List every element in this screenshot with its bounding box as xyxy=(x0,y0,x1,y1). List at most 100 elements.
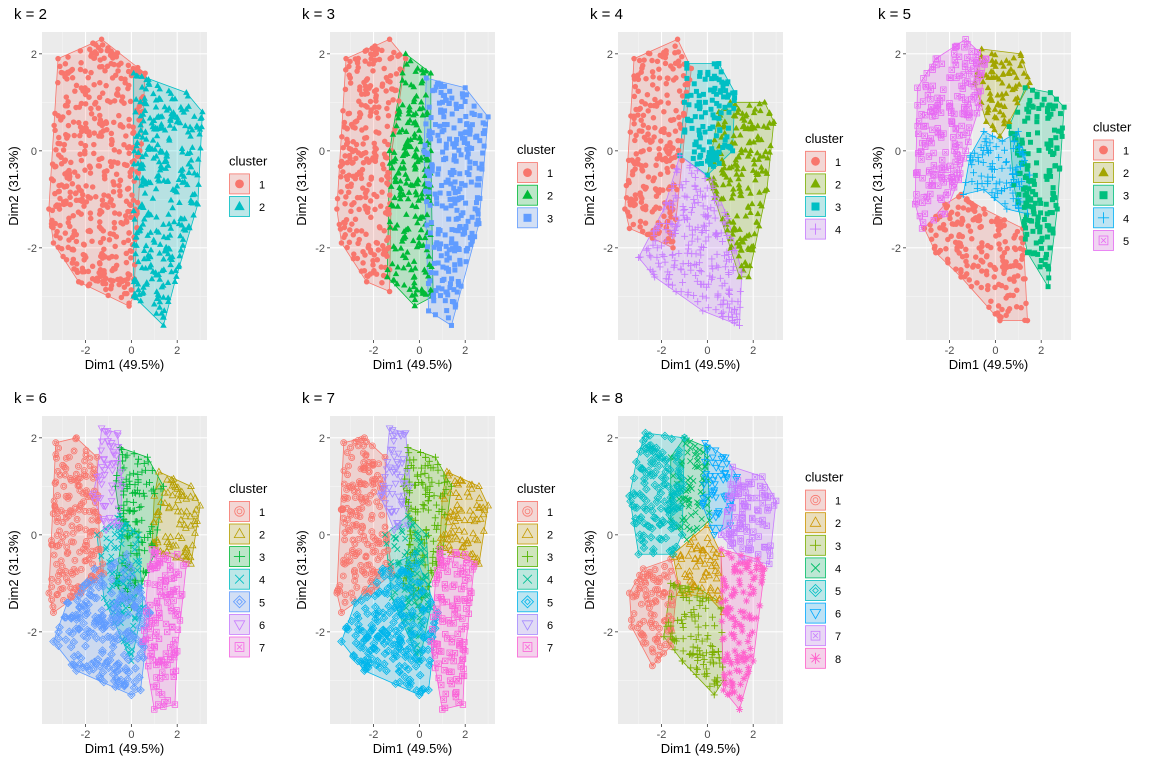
data-point xyxy=(353,550,360,558)
data-point xyxy=(663,48,669,54)
data-point xyxy=(425,170,431,176)
data-point xyxy=(108,130,115,137)
data-point xyxy=(417,213,425,220)
data-point xyxy=(139,220,147,227)
data-point xyxy=(169,623,176,630)
data-point xyxy=(103,600,110,607)
data-point xyxy=(716,103,722,109)
data-point xyxy=(1023,173,1029,179)
data-point xyxy=(994,91,1001,98)
data-point xyxy=(948,66,955,74)
data-point xyxy=(426,308,432,314)
data-point xyxy=(728,139,736,146)
x-tick-label: 0 xyxy=(704,345,710,357)
data-point xyxy=(364,209,371,215)
data-point xyxy=(914,84,921,91)
data-point xyxy=(459,181,465,187)
data-point xyxy=(428,115,434,121)
data-point xyxy=(760,123,768,129)
data-point xyxy=(122,549,132,559)
data-point xyxy=(435,479,443,487)
data-point xyxy=(369,157,375,163)
data-point xyxy=(423,645,433,655)
data-point xyxy=(453,241,459,247)
data-point xyxy=(982,135,990,143)
data-point xyxy=(382,154,389,161)
data-point xyxy=(956,156,964,163)
data-point xyxy=(668,214,674,220)
data-point xyxy=(70,565,78,573)
data-point xyxy=(675,49,682,55)
data-point xyxy=(723,88,729,94)
data-point xyxy=(431,260,437,266)
data-point xyxy=(79,618,88,628)
data-point xyxy=(123,250,130,257)
data-point xyxy=(63,198,69,204)
data-point xyxy=(1021,222,1027,228)
data-point xyxy=(463,200,469,206)
data-point xyxy=(346,72,352,78)
data-point xyxy=(400,264,407,271)
data-point xyxy=(137,615,147,625)
data-point xyxy=(89,276,96,282)
data-point xyxy=(101,192,107,198)
data-point xyxy=(760,152,767,159)
data-point xyxy=(467,165,473,171)
data-point xyxy=(373,109,380,116)
data-point xyxy=(653,162,659,168)
data-point xyxy=(692,272,700,280)
data-point xyxy=(97,273,103,280)
data-point xyxy=(677,181,685,189)
data-point xyxy=(97,239,104,246)
data-point xyxy=(338,506,346,513)
data-point xyxy=(105,514,114,522)
data-point xyxy=(732,310,740,318)
data-point xyxy=(87,195,94,201)
data-point xyxy=(697,268,705,276)
data-point xyxy=(1051,127,1057,133)
data-point xyxy=(346,239,353,246)
data-point xyxy=(160,255,167,262)
data-point xyxy=(623,182,630,189)
data-point xyxy=(153,213,160,220)
data-point xyxy=(974,157,982,165)
data-point xyxy=(452,488,460,496)
data-point xyxy=(469,110,475,116)
data-point xyxy=(342,153,348,159)
data-point xyxy=(359,464,367,472)
data-point xyxy=(933,232,939,239)
data-point xyxy=(153,114,161,120)
data-point xyxy=(983,142,991,150)
data-point xyxy=(667,209,673,216)
data-point xyxy=(1019,137,1025,143)
data-point xyxy=(391,542,398,550)
legend-label: 3 xyxy=(547,213,553,225)
data-point xyxy=(1033,240,1039,246)
data-point xyxy=(397,566,406,575)
data-point xyxy=(692,142,698,148)
data-point xyxy=(442,298,448,304)
data-point xyxy=(127,202,134,209)
data-point xyxy=(108,611,117,620)
data-point xyxy=(974,99,982,106)
data-point xyxy=(962,147,969,154)
data-point xyxy=(649,138,655,144)
data-point xyxy=(362,58,368,64)
data-point xyxy=(463,488,472,496)
data-point xyxy=(148,275,156,282)
data-point xyxy=(398,581,408,591)
data-point xyxy=(677,265,685,273)
data-point xyxy=(341,224,348,231)
data-point xyxy=(479,510,488,518)
data-point xyxy=(412,68,419,74)
data-point xyxy=(467,131,473,137)
data-point xyxy=(151,706,158,713)
panel-title: k = 6 xyxy=(14,390,47,407)
data-point xyxy=(392,270,400,277)
data-point xyxy=(445,541,454,549)
data-point xyxy=(1052,103,1058,109)
data-point xyxy=(181,548,190,556)
data-point xyxy=(979,158,987,166)
data-point xyxy=(422,91,430,98)
legend-key-background xyxy=(229,613,250,635)
